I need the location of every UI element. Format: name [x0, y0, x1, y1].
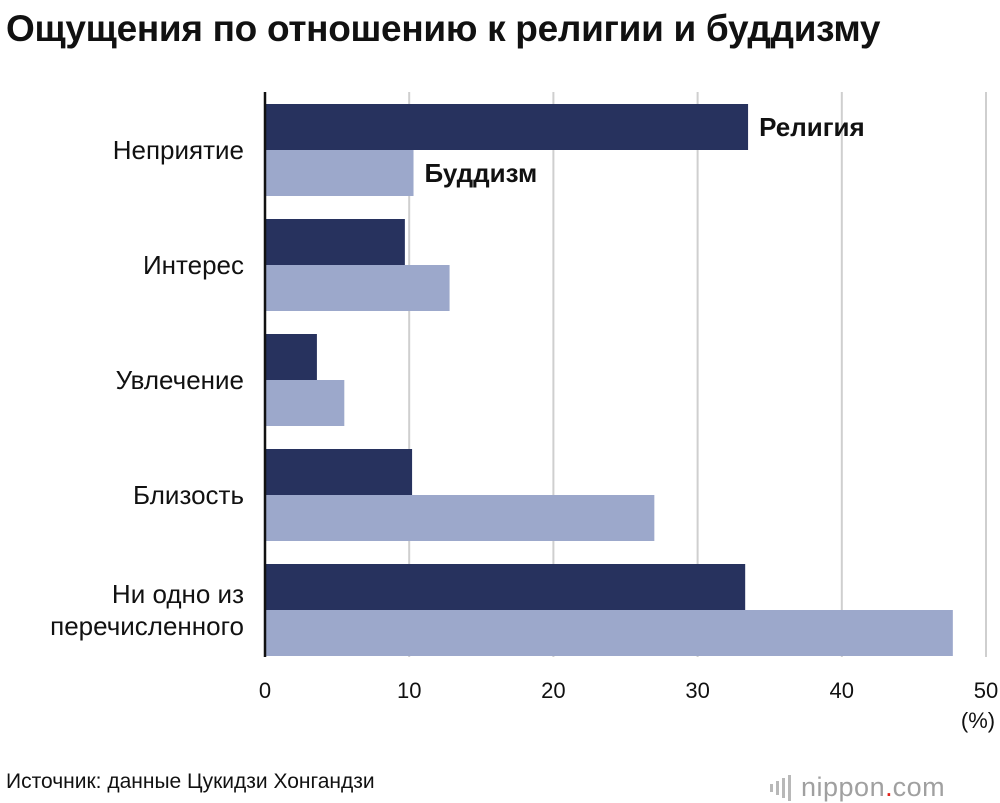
category-label: Неприятие: [113, 135, 244, 165]
source-note: Источник: данные Цукидзи Хонгандзи: [6, 770, 375, 793]
category-label: Интерес: [143, 250, 244, 280]
bar-religion: [265, 219, 405, 265]
logo-name: nippon: [801, 772, 886, 802]
x-tick-label: 50: [974, 678, 998, 703]
x-tick-label: 20: [541, 678, 565, 703]
logo-bars-icon: [770, 774, 791, 801]
x-tick-label: 30: [685, 678, 709, 703]
bar-buddhism: [265, 380, 345, 426]
bar-religion: [265, 449, 413, 495]
x-tick-label: 10: [397, 678, 421, 703]
bar-religion: [265, 334, 317, 380]
bar-buddhism: [265, 150, 414, 196]
category-label: Ни одно из: [112, 579, 244, 609]
category-label: перечисленного: [50, 611, 244, 641]
bar-buddhism: [265, 265, 450, 311]
bar-religion: [265, 564, 746, 610]
logo-tld: com: [892, 772, 946, 802]
category-label: Увлечение: [116, 365, 244, 395]
bar-buddhism: [265, 495, 655, 541]
category-label: Близость: [133, 480, 244, 510]
nippon-logo: nippon. com: [770, 772, 945, 803]
bar-buddhism: [265, 610, 953, 656]
bar-religion: [265, 104, 749, 150]
series-label: Буддизм: [425, 158, 538, 188]
series-label: Религия: [759, 112, 865, 142]
x-tick-label: 40: [830, 678, 854, 703]
chart-title: Ощущения по отношению к религии и буддиз…: [6, 8, 881, 49]
logo-dot: .: [885, 772, 893, 802]
x-tick-label: 0: [259, 678, 271, 703]
unit-label: (%): [961, 708, 995, 733]
